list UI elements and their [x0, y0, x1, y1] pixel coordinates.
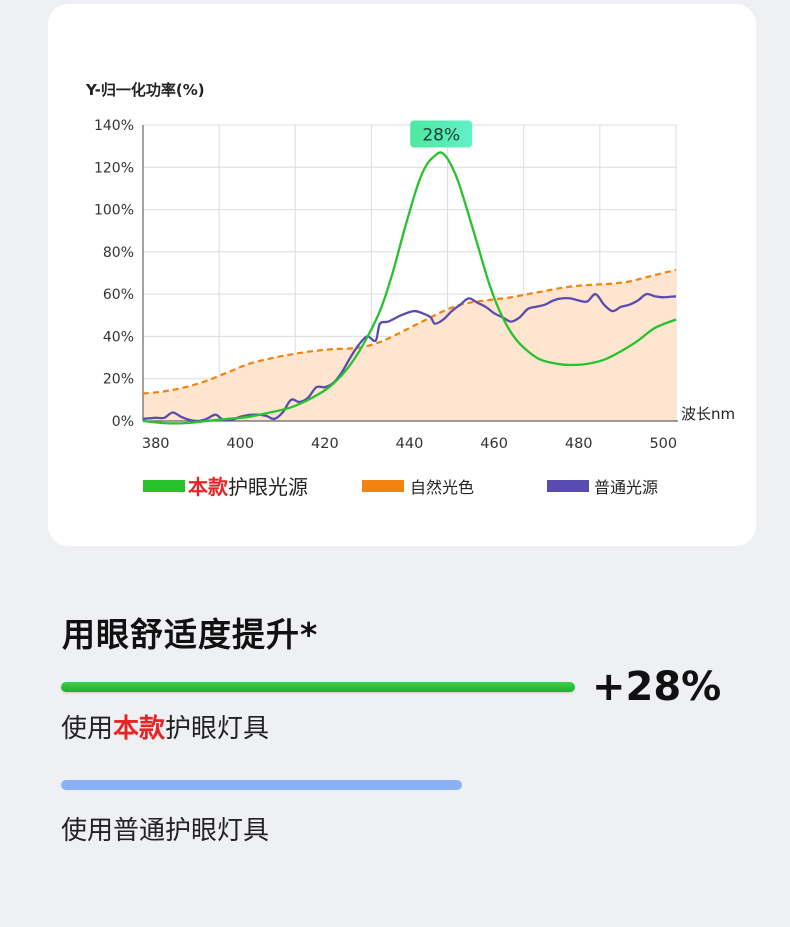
legend-natural-light-swatch [362, 480, 404, 492]
x-tick-label: 420 [311, 436, 339, 452]
this-lamp-label: 使用本款护眼灯具 [61, 708, 269, 745]
y-tick-label: 140% [94, 118, 134, 134]
this-lamp-line [142, 151, 677, 425]
legend-natural-light-label: 自然光色 [410, 478, 474, 497]
ordinary-lamp-label-text: 使用普通护眼灯具 [61, 816, 270, 846]
legend-ordinary-light-label: 普通光源 [594, 478, 658, 497]
y-tick-label: 120% [94, 160, 134, 176]
comfort-increase-value: +28% [592, 664, 722, 710]
legend-ordinary-light-swatch [547, 480, 589, 492]
chart-card: 0% 20% 40% 60% 80% 100% 120% 140% 380 400 420 440 46… [48, 4, 756, 546]
y-tick-label: 20% [103, 372, 134, 388]
this-lamp-comfort-bar [61, 682, 575, 692]
y-axis-title: Y-归一化功率(%) [85, 81, 205, 99]
ordinary-lamp-comfort-bar [61, 780, 462, 790]
y-tick-label: 0% [112, 414, 134, 430]
x-axis-title: 波长nm [681, 405, 735, 423]
this-lamp-label-highlight: 本款 [113, 714, 166, 744]
x-tick-label: 380 [142, 436, 170, 452]
natural-light-area [143, 269, 676, 421]
legend-this-lamp-swatch [143, 480, 185, 492]
peak-badge-label: 28% [422, 125, 460, 145]
x-tick-label: 440 [396, 436, 424, 452]
x-tick-label: 400 [226, 436, 254, 452]
natural-light-line [142, 268, 677, 395]
legend-this-lamp-label: 本款护眼光源 [188, 475, 308, 499]
y-tick-label: 60% [103, 287, 134, 303]
y-tick-label: 100% [94, 203, 134, 219]
y-tick-label: 40% [103, 329, 134, 345]
peak-badge [410, 120, 473, 148]
this-lamp-label-suffix: 护眼灯具 [165, 714, 270, 744]
y-tick-label: 80% [103, 245, 134, 261]
x-tick-label: 500 [649, 436, 677, 452]
this-lamp-label-prefix: 使用 [61, 714, 114, 744]
comparison-title: 用眼舒适度提升* [62, 615, 319, 654]
ordinary-lamp-label: 使用普通护眼灯具 [61, 810, 269, 847]
spectrum-chart: 0% 20% 40% 60% 80% 100% 120% 140% 380 400 420 440 46… [85, 81, 735, 499]
x-tick-label: 460 [480, 436, 508, 452]
ordinary-light-line [142, 292, 677, 423]
x-tick-label: 480 [565, 436, 593, 452]
